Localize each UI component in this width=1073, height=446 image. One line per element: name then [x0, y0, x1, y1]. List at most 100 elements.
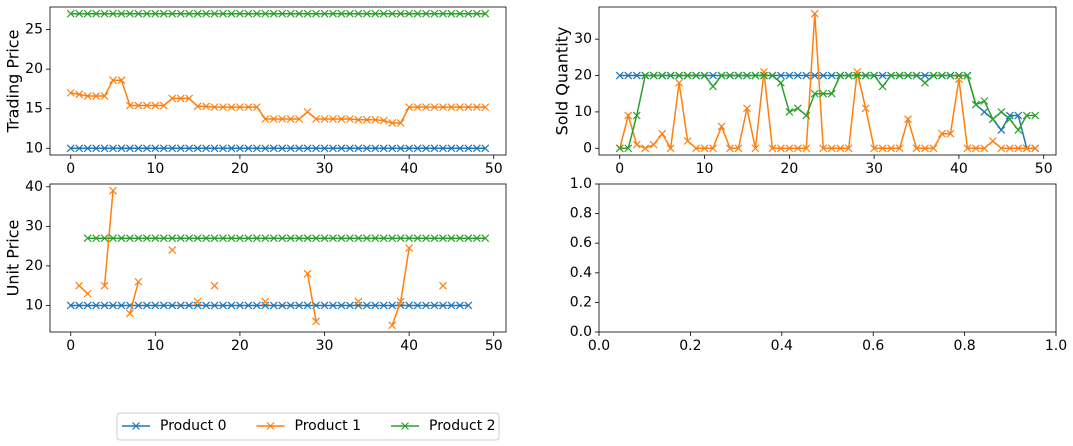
x-tick-label: 0.4: [771, 338, 793, 354]
point-marker: [1005, 144, 1014, 153]
point-marker: [963, 71, 972, 80]
point-marker: [134, 301, 143, 310]
point-marker: [303, 269, 312, 278]
plot-area: [49, 183, 507, 333]
point-marker: [320, 301, 329, 310]
point-marker: [354, 9, 363, 18]
point-marker: [100, 234, 109, 243]
point-marker: [870, 144, 879, 153]
point-marker: [836, 144, 845, 153]
point-marker: [337, 115, 346, 123]
point-marker: [117, 301, 126, 310]
point-marker: [793, 104, 802, 113]
point-marker: [278, 144, 287, 153]
point-marker: [261, 115, 270, 123]
point-marker: [717, 122, 726, 131]
point-marker: [295, 301, 304, 310]
point-marker: [785, 71, 794, 80]
point-marker: [1022, 144, 1031, 153]
point-marker: [75, 9, 84, 18]
point-marker: [649, 71, 658, 80]
point-marker: [337, 144, 346, 153]
point-marker: [929, 71, 938, 80]
point-marker: [329, 234, 337, 243]
point-marker: [895, 144, 904, 153]
point-marker: [210, 281, 219, 290]
point-marker: [269, 115, 278, 123]
x-tick-label: 40: [950, 161, 968, 177]
x-tick-label: 20: [231, 161, 249, 177]
point-marker: [997, 144, 1006, 153]
point-marker: [997, 107, 1006, 116]
point-marker: [210, 301, 219, 310]
point-marker: [354, 297, 363, 306]
x-tick-label: 0.8: [953, 338, 975, 354]
point-marker: [168, 9, 177, 18]
point-marker: [193, 144, 202, 153]
point-marker: [168, 144, 177, 153]
point-marker: [861, 71, 870, 80]
point-marker: [151, 101, 160, 110]
point-marker: [675, 78, 684, 87]
point-marker: [802, 144, 811, 153]
point-marker: [320, 144, 329, 153]
point-marker: [210, 234, 219, 243]
point-marker: [100, 301, 109, 310]
point-marker: [980, 107, 989, 116]
point-marker: [963, 144, 972, 153]
point-marker: [464, 103, 473, 112]
point-marker: [371, 9, 380, 18]
y-tick-label: 10: [574, 104, 592, 120]
point-marker: [827, 144, 836, 153]
point-marker: [388, 321, 397, 330]
point-marker: [244, 103, 253, 112]
point-marker: [649, 140, 658, 149]
point-marker: [726, 144, 734, 153]
point-marker: [751, 71, 760, 80]
point-marker: [388, 9, 397, 18]
point-marker: [75, 281, 84, 290]
point-marker: [802, 111, 811, 120]
point-marker: [379, 234, 388, 243]
point-marker: [83, 9, 92, 18]
point-marker: [117, 234, 126, 243]
y-axis-label: Sold Quantity: [553, 27, 572, 136]
point-marker: [827, 71, 836, 80]
y-tick-label: 0: [583, 140, 592, 156]
point-marker: [624, 71, 633, 80]
point-marker: [615, 144, 624, 153]
y-tick-label: 0.6: [570, 235, 592, 251]
point-marker: [312, 9, 320, 18]
point-marker: [413, 103, 422, 112]
point-marker: [396, 9, 405, 18]
point-marker: [269, 234, 278, 243]
point-marker: [405, 234, 414, 243]
point-marker: [134, 9, 143, 18]
point-marker: [988, 137, 997, 145]
x-tick-label: 10: [146, 161, 164, 177]
point-marker: [819, 71, 828, 80]
point-marker: [430, 234, 439, 243]
point-marker: [278, 234, 287, 243]
point-marker: [286, 234, 295, 243]
point-marker: [312, 317, 320, 326]
point-marker: [827, 89, 836, 98]
point-marker: [1022, 111, 1031, 120]
legend-marker: [401, 422, 409, 430]
point-marker: [159, 234, 168, 243]
point-marker: [1031, 144, 1040, 153]
point-marker: [312, 115, 320, 123]
point-marker: [75, 301, 84, 310]
point-marker: [709, 82, 717, 91]
point-marker: [83, 92, 92, 100]
point-marker: [75, 144, 84, 153]
point-marker: [683, 71, 692, 80]
point-marker: [912, 71, 921, 80]
point-marker: [362, 144, 371, 153]
point-marker: [66, 144, 75, 153]
y-axis-label: Trading Price: [4, 30, 23, 134]
point-marker: [422, 9, 430, 18]
point-marker: [439, 281, 447, 290]
point-marker: [793, 144, 802, 153]
point-marker: [109, 234, 117, 243]
